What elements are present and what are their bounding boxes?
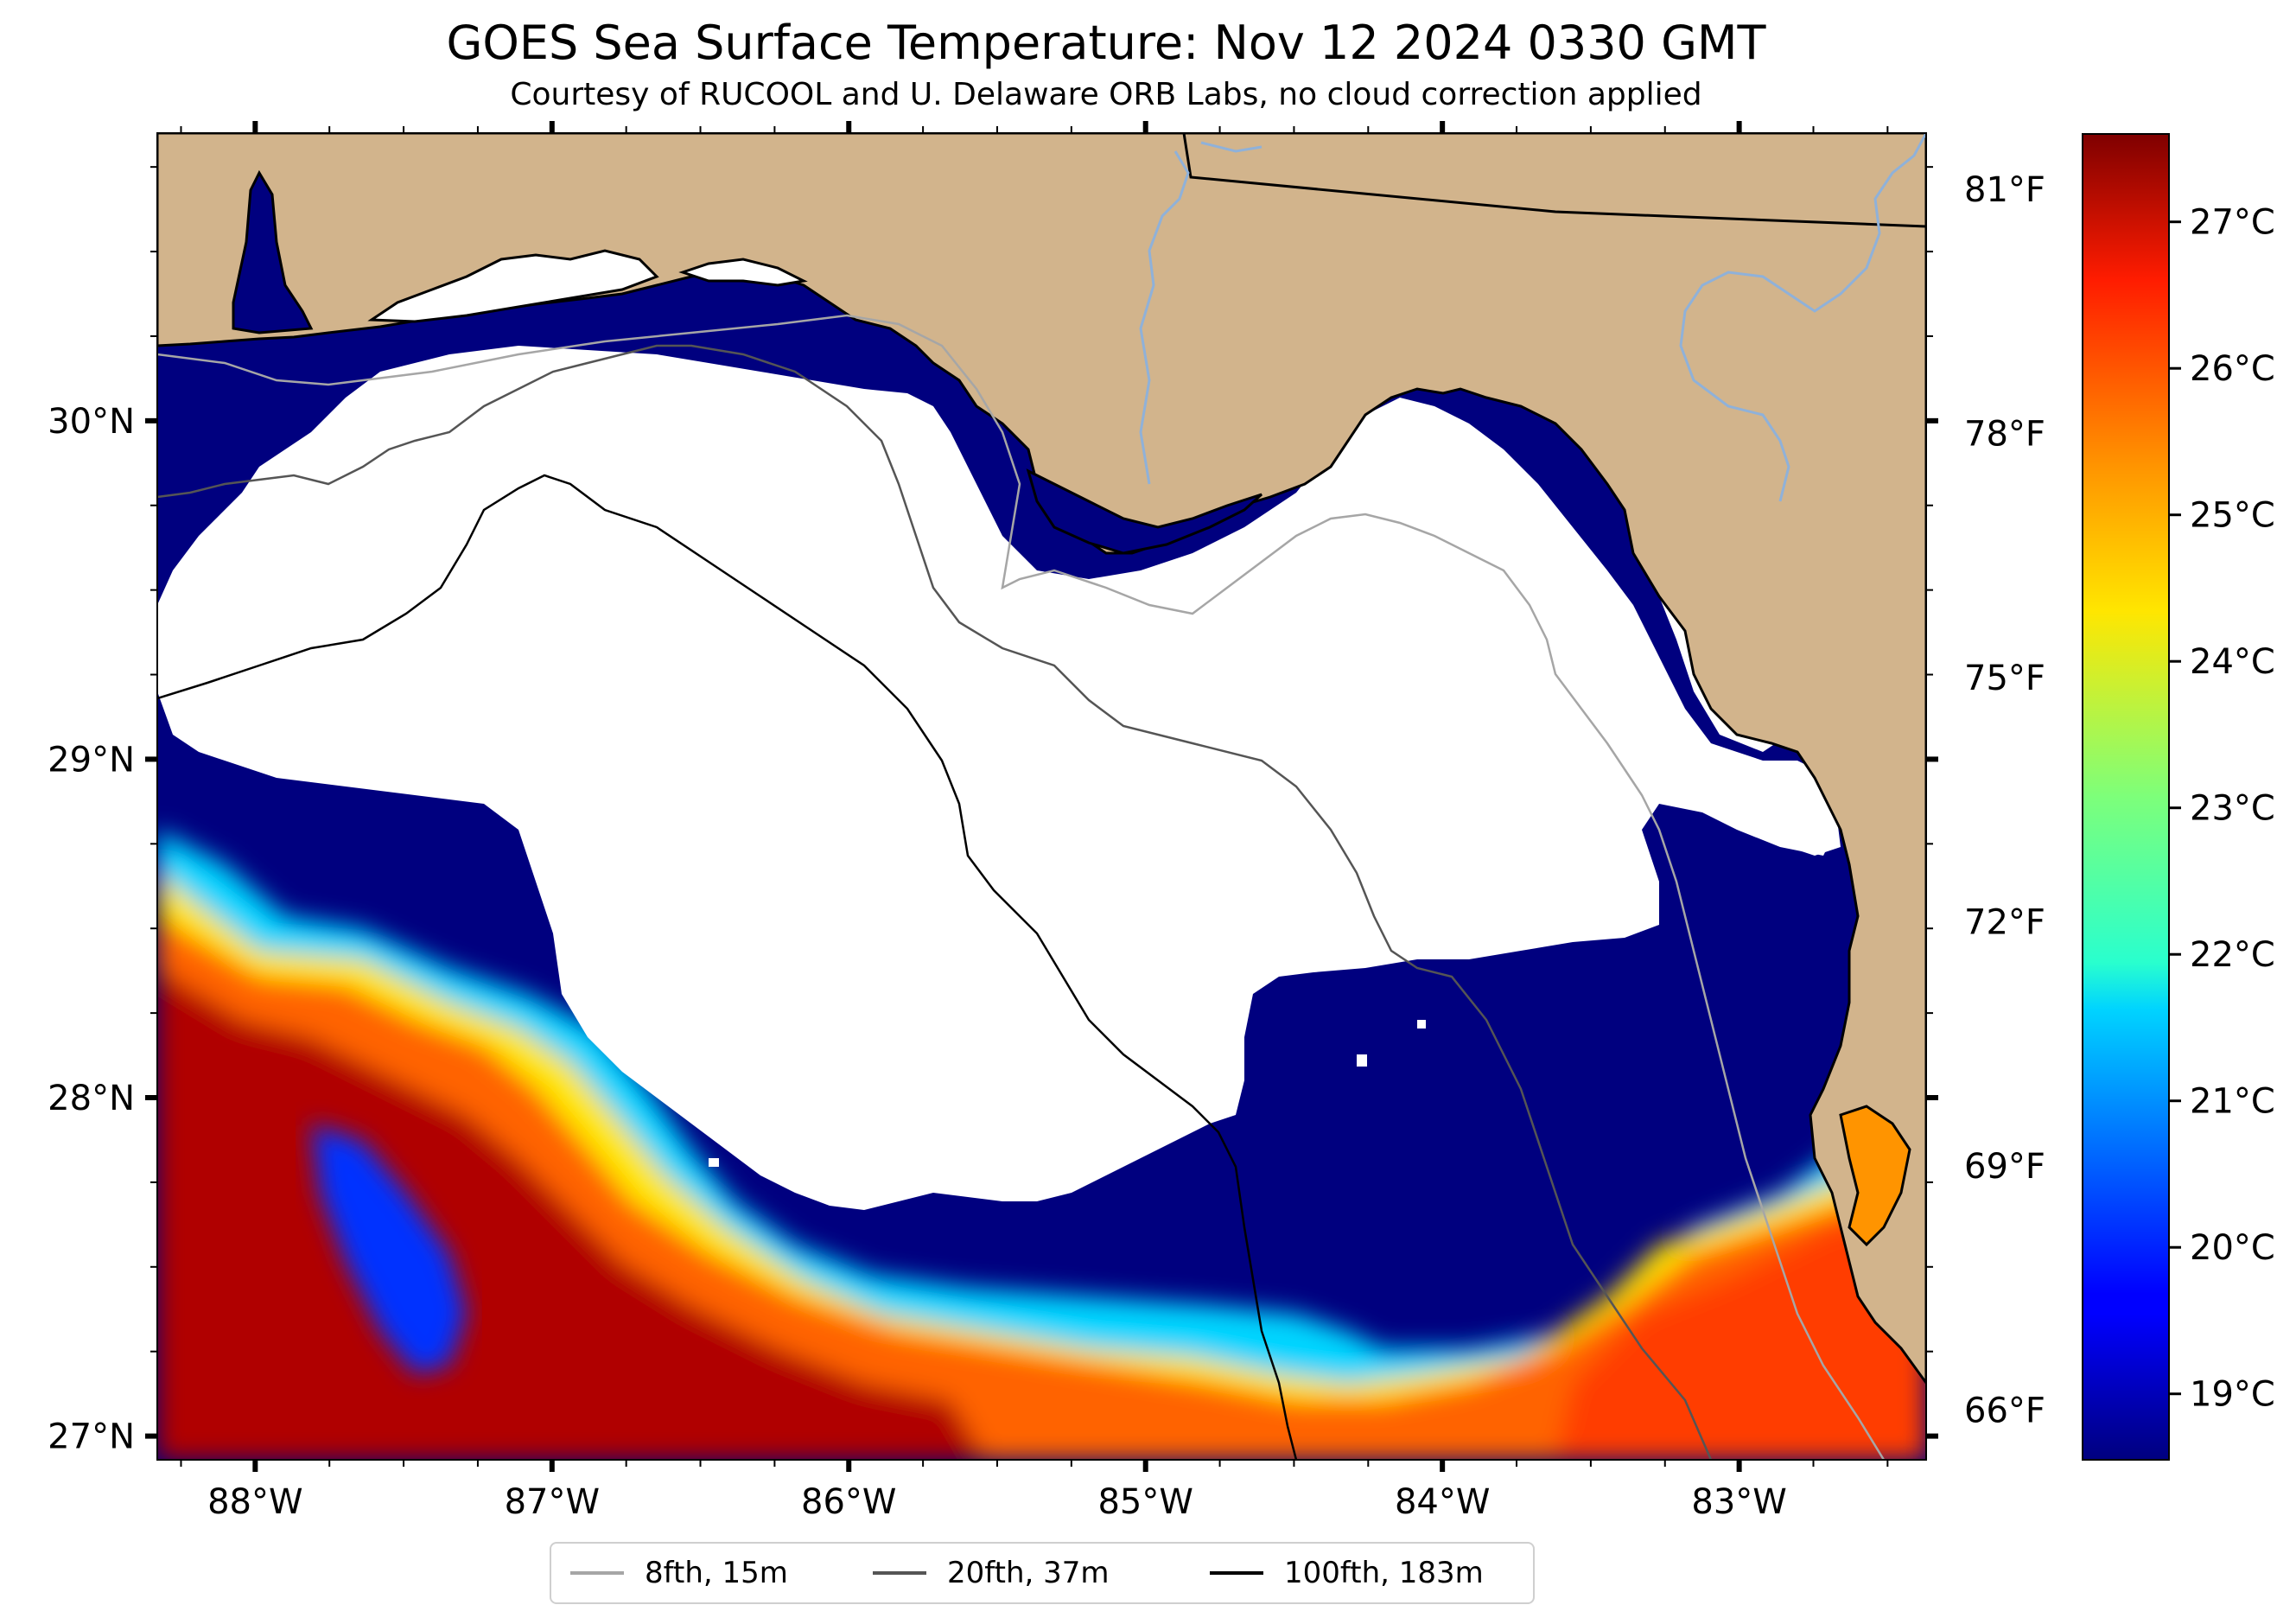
map-subtitle: Courtesy of RUCOOL and U. Delaware ORB L… (510, 77, 1702, 112)
colorbar-tick-label: 23°C (2190, 789, 2275, 829)
legend-label-100fth: 100fth, 183m (1284, 1556, 1484, 1590)
longitude-axis: 88°W 87°W 86°W 85°W 84°W 83°W (180, 121, 1889, 1522)
fahrenheit-tick-label: 78°F (1964, 415, 2045, 455)
fahrenheit-tick-label: 81°F (1964, 170, 2045, 210)
lon-tick-label: 85°W (1097, 1482, 1193, 1522)
legend-label-20fth: 20fth, 37m (947, 1556, 1110, 1590)
tampa-bay (1839, 1105, 1911, 1247)
legend-item-100fth: 100fth, 183m (1210, 1544, 1484, 1602)
map-frame (156, 132, 1927, 1461)
legend-swatch-100fth (1210, 1571, 1263, 1575)
fahrenheit-axis: 81°F 78°F 75°F 72°F 69°F 66°F (1964, 170, 2045, 1431)
colorbar-tick-label: 26°C (2190, 349, 2275, 389)
colorbar-tick-label: 24°C (2190, 642, 2275, 682)
cloud-specks (709, 1020, 1426, 1184)
colorbar-tick-label: 27°C (2190, 203, 2275, 243)
legend-swatch-8fth (570, 1571, 624, 1575)
fahrenheit-tick-label: 69°F (1964, 1147, 2045, 1187)
legend-label-8fth: 8fth, 15m (645, 1556, 788, 1590)
colorbar-tick-label: 20°C (2190, 1228, 2275, 1268)
fahrenheit-tick-label: 66°F (1964, 1392, 2045, 1431)
legend-item-8fth: 8fth, 15m (570, 1544, 788, 1602)
rivers (1139, 133, 1926, 502)
pensacola-bay (367, 249, 659, 323)
choctawhatchee-bay (678, 258, 808, 287)
colorbar-tick-label: 22°C (2190, 935, 2275, 975)
map-title: GOES Sea Surface Temperature: Nov 12 202… (446, 16, 1766, 70)
land-mass (157, 133, 1926, 1385)
lat-tick-label: 29°N (48, 740, 135, 780)
lat-tick-label: 28°N (48, 1079, 135, 1118)
lon-tick-label: 83°W (1691, 1482, 1786, 1522)
colorbar-tick-label: 21°C (2190, 1082, 2275, 1122)
colorbar-tick-label: 25°C (2190, 496, 2275, 536)
isobath-8fth (157, 314, 1886, 1460)
cloud-mask-east (1737, 761, 1841, 856)
latitude-axis: 30°N 29°N 28°N 27°N (48, 166, 1938, 1457)
cold-intrusion (311, 1124, 467, 1374)
lat-tick-label: 30°N (48, 402, 135, 442)
colorbar (2082, 133, 2170, 1461)
colorbar-tick-label: 19°C (2190, 1375, 2275, 1415)
legend-item-20fth: 20fth, 37m (873, 1544, 1110, 1602)
cloud-mask (157, 346, 1832, 1210)
mobile-bay (232, 169, 314, 334)
lon-tick-label: 87°W (505, 1482, 600, 1522)
state-border (1182, 133, 1926, 228)
lon-tick-label: 84°W (1395, 1482, 1490, 1522)
lat-tick-label: 27°N (48, 1417, 135, 1457)
isobath-legend: 8fth, 15m 20fth, 37m 100fth, 183m (550, 1542, 1535, 1604)
sst-warm-field (157, 830, 1926, 1460)
fahrenheit-tick-label: 72°F (1964, 903, 2045, 943)
legend-swatch-20fth (873, 1571, 926, 1575)
lon-tick-label: 86°W (801, 1482, 896, 1522)
colorbar-axis: 27°C 26°C 25°C 24°C 23°C 22°C 21°C 20°C 19°C (2169, 203, 2275, 1415)
isobath-100fth (157, 474, 1298, 1460)
lon-tick-label: 88°W (207, 1482, 302, 1522)
isobath-20fth (157, 344, 1713, 1460)
apalachicola-bay (1026, 468, 1263, 555)
fahrenheit-tick-label: 75°F (1964, 659, 2045, 698)
